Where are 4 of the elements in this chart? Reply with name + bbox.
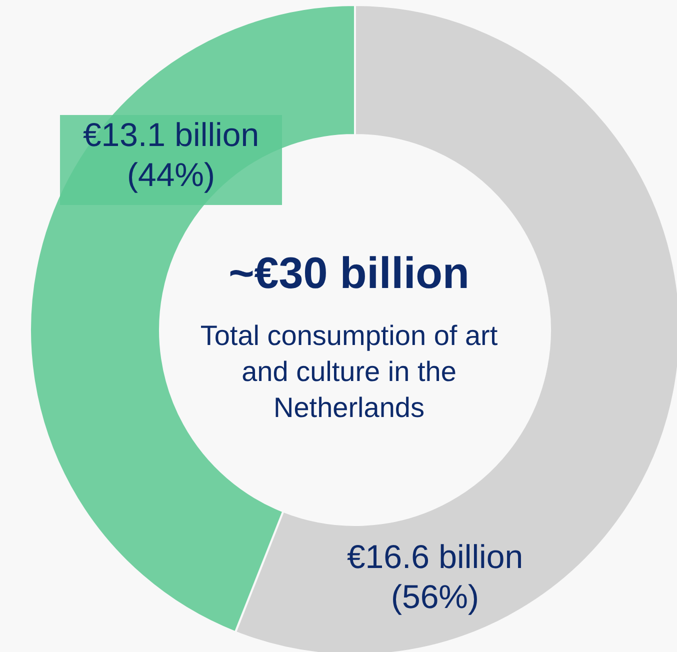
text: ~€30 billion xyxy=(228,249,470,298)
text: Total consumption of art and culture in the Netherlands xyxy=(200,320,498,423)
data-label: €16.6 billion (56%) xyxy=(346,538,524,615)
data-label: €13.1 billion (44%) xyxy=(82,116,260,193)
